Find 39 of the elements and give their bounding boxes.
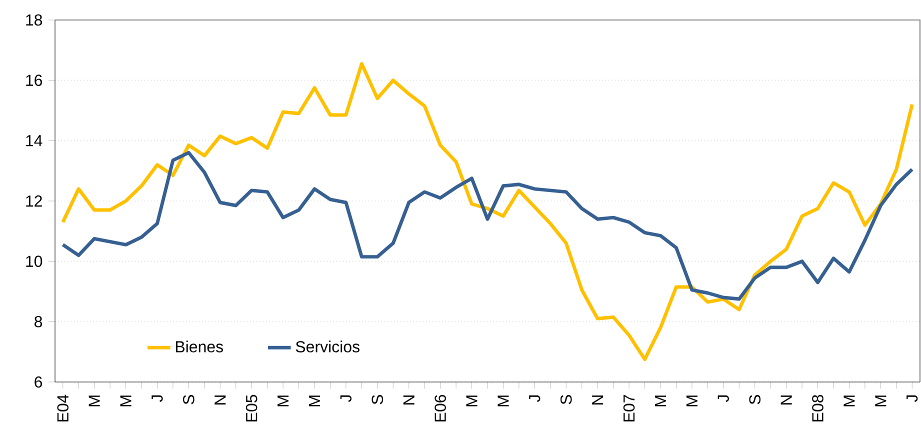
x-tick-label: M [875, 396, 886, 406]
x-tick-label: M [498, 396, 509, 406]
x-tick-label: J [718, 395, 729, 402]
x-tick-label: E07 [623, 395, 635, 422]
x-tick-label: N [214, 396, 226, 404]
x-tick-label: S [749, 394, 761, 404]
x-tick-label: E05 [246, 394, 258, 422]
line-series [61, 150, 914, 301]
x-tick-label: E04 [57, 394, 69, 422]
y-tick-label: 16 [26, 74, 42, 86]
x-tick-label: E08 [812, 394, 824, 422]
y-tick-label: 6 [34, 376, 42, 388]
x-tick-label: J [529, 395, 540, 402]
x-tick-label: S [372, 394, 384, 404]
x-tick-label: M [686, 396, 698, 406]
x-tick-label: J [152, 395, 163, 402]
x-tick-label: J [906, 395, 918, 402]
x-tick-label: E06 [434, 394, 446, 422]
x-tick-label: M [844, 396, 855, 406]
line-series [61, 62, 914, 362]
x-tick-label: N [592, 396, 604, 404]
x-tick-label: M [88, 396, 100, 406]
legend-label: Bienes [176, 340, 224, 352]
x-tick-label: N [403, 396, 414, 404]
legend-label: Servicios [296, 340, 360, 352]
x-tick-label: J [340, 395, 352, 402]
y-tick-label: 8 [34, 316, 42, 328]
x-tick-label: M [278, 396, 289, 406]
x-tick-label: M [309, 396, 320, 406]
x-tick-label: M [120, 396, 132, 406]
x-tick-label: M [466, 396, 478, 406]
x-tick-label: S [183, 394, 194, 404]
y-tick-label: 14 [26, 135, 42, 146]
x-tick-label: M [655, 396, 666, 406]
x-tick-label: N [780, 396, 792, 404]
y-tick-label: 12 [26, 195, 42, 207]
y-tick-label: 18 [26, 14, 42, 26]
x-tick-label: S [560, 394, 572, 404]
y-tick-label: 10 [26, 256, 42, 267]
